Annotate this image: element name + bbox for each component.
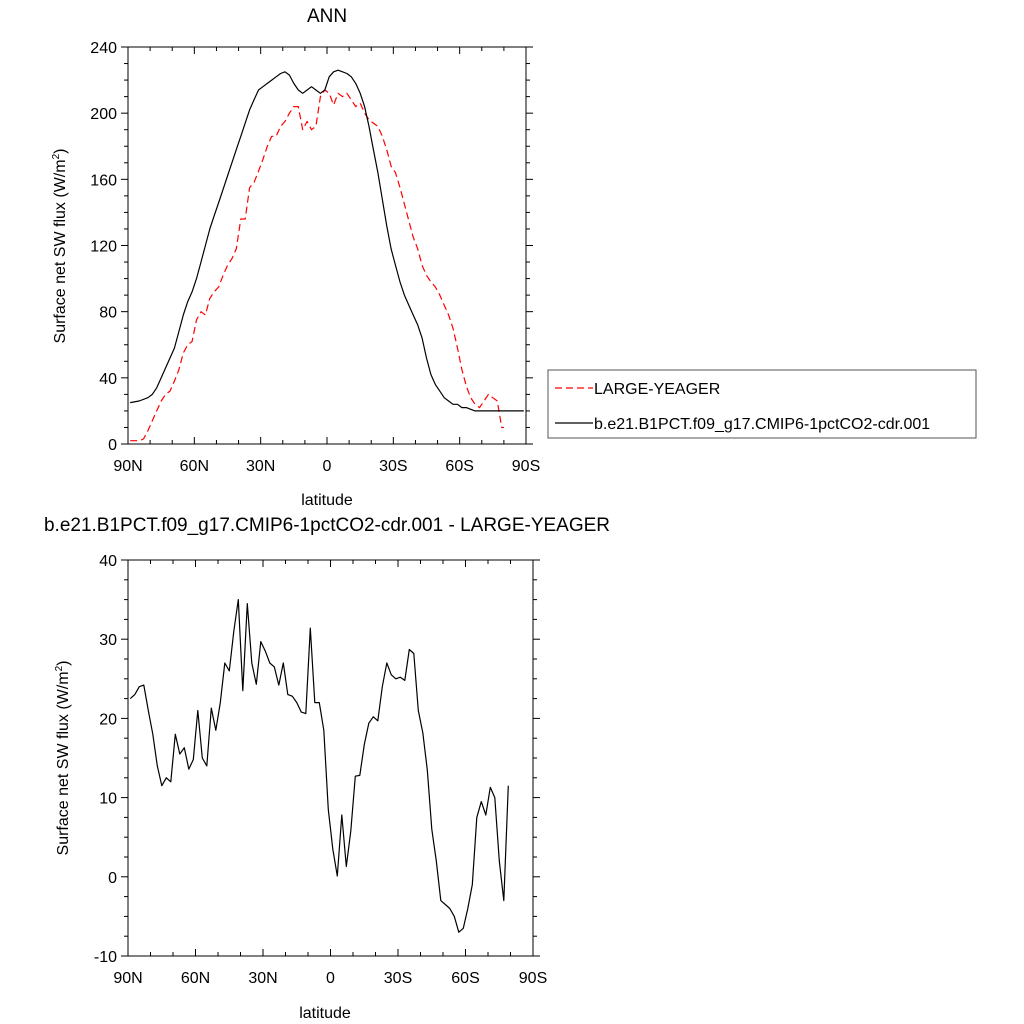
bottom-x-ticks: 90N 60N 30N 0 30S 60S 90S <box>113 560 547 987</box>
bottom-chart-title: b.e21.B1PCT.f09_g17.CMIP6-1pctCO2-cdr.00… <box>44 515 610 536</box>
bottom-y-tick-label: 40 <box>99 553 117 570</box>
top-x-tick-label: 90S <box>512 458 540 475</box>
bottom-plot-lines <box>129 598 509 933</box>
legend-box <box>547 369 977 439</box>
bottom-x-tick-label: 0 <box>326 970 335 987</box>
top-chart: ANN 90N 60N 30N 0 30S 60S 90S 0 40 80 120 160 200 24… <box>51 6 540 509</box>
top-y-tick-label: 160 <box>90 172 117 189</box>
legend: LARGE-YEAGER b.e21.B1PCT.f09_g17.CMIP6-1… <box>547 369 977 439</box>
top-y-tick-label: 80 <box>99 305 117 322</box>
top-x-tick-label: 30S <box>379 458 407 475</box>
top-y-tick-label: 120 <box>90 239 117 256</box>
top-y-axis-label-end: ) <box>52 149 69 154</box>
top-x-tick-label: 30N <box>246 458 275 475</box>
top-plot-frame <box>127 46 527 445</box>
bottom-y-tick-label: 0 <box>108 870 117 887</box>
bottom-x-tick-label: 30N <box>248 970 277 987</box>
bottom-y-tick-label: 10 <box>99 791 117 808</box>
legend-label-cmip6: b.e21.B1PCT.f09_g17.CMIP6-1pctCO2-cdr.00… <box>594 416 930 433</box>
top-x-axis-label: latitude <box>301 492 353 509</box>
top-y-axis-label-sup: 2 <box>51 153 62 159</box>
top-x-tick-label: 60S <box>445 458 473 475</box>
bottom-x-tick-label: 90S <box>519 970 547 987</box>
bottom-y-tick-label: -10 <box>94 949 117 966</box>
bottom-x-tick-label: 30S <box>384 970 412 987</box>
bottom-x-tick-label: 90N <box>113 970 142 987</box>
top-y-tick-label: 240 <box>90 40 117 57</box>
bottom-x-axis-label: latitude <box>299 1005 351 1022</box>
top-x-tick-label: 60N <box>180 458 209 475</box>
bottom-chart: b.e21.B1PCT.f09_g17.CMIP6-1pctCO2-cdr.00… <box>44 515 610 1022</box>
bottom-y-axis-label-main: Surface net SW flux (W/m <box>55 671 72 855</box>
top-x-tick-label: 0 <box>323 458 332 475</box>
top-y-tick-label: 0 <box>108 437 117 454</box>
legend-label-large-yeager: LARGE-YEAGER <box>594 381 720 398</box>
top-series-line-0 <box>130 89 504 442</box>
bottom-y-axis-label-end: ) <box>55 661 72 666</box>
top-y-axis-label-main: Surface net SW flux (W/m <box>52 159 69 343</box>
bottom-y-tick-label: 20 <box>99 711 117 728</box>
top-y-tick-label: 40 <box>99 371 117 388</box>
top-x-tick-label: 90N <box>113 458 142 475</box>
bottom-y-ticks: -10 0 10 20 30 40 <box>94 553 540 966</box>
top-y-tick-label: 200 <box>90 106 117 123</box>
bottom-plot-frame <box>127 559 534 957</box>
bottom-y-axis-label-sup: 2 <box>54 665 65 671</box>
bottom-x-tick-label: 60N <box>181 970 210 987</box>
top-chart-title: ANN <box>307 6 347 27</box>
top-plot-lines <box>130 69 524 442</box>
bottom-series-line-0 <box>129 598 509 933</box>
top-x-ticks: 90N 60N 30N 0 30S 60S 90S <box>113 47 540 475</box>
bottom-x-tick-label: 60S <box>451 970 479 987</box>
bottom-y-axis-label: Surface net SW flux (W/m2) <box>54 661 72 856</box>
bottom-y-tick-label: 30 <box>99 632 117 649</box>
top-y-ticks: 0 40 80 120 160 200 240 <box>90 40 533 454</box>
top-y-axis-label: Surface net SW flux (W/m2) <box>51 149 69 344</box>
top-series-line-1 <box>130 69 524 412</box>
